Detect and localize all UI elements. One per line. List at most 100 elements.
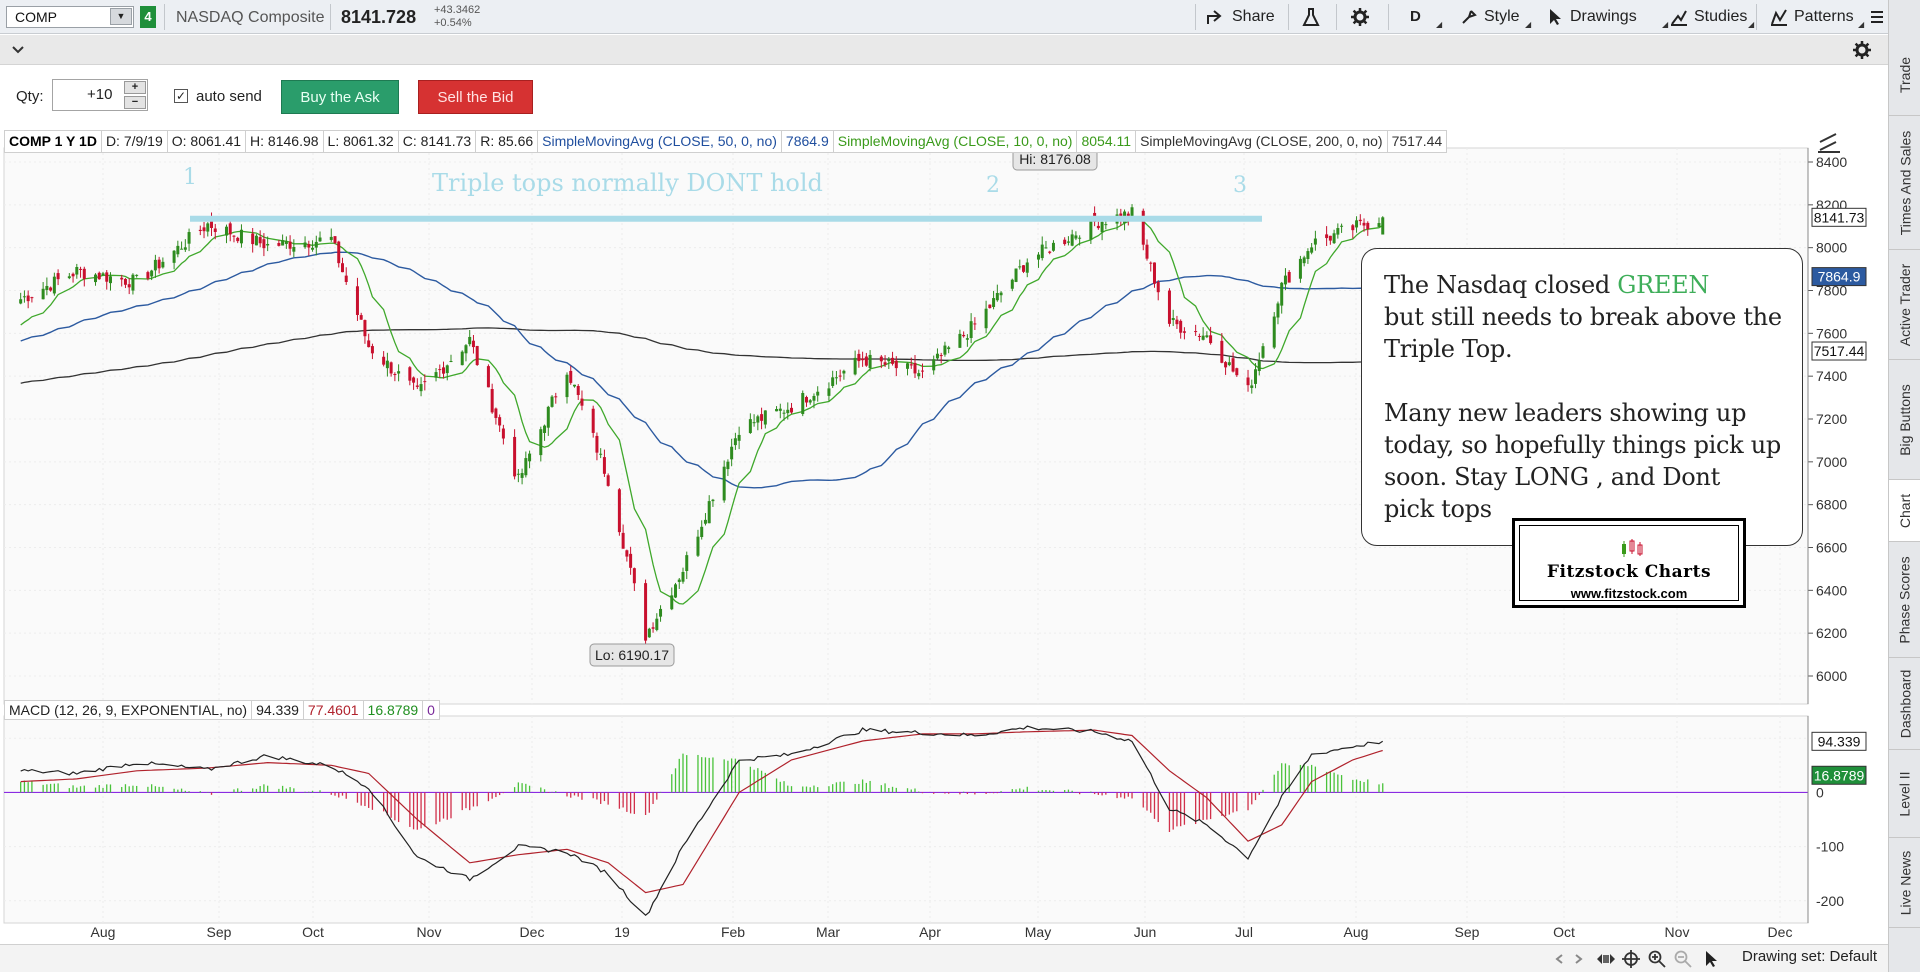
candle[interactable] xyxy=(513,429,517,480)
candle[interactable] xyxy=(30,296,34,303)
pointer-icon[interactable] xyxy=(1704,950,1720,968)
candle[interactable] xyxy=(595,432,599,461)
candle[interactable] xyxy=(670,587,674,611)
candle[interactable] xyxy=(625,549,629,562)
tab-trade[interactable]: Trade xyxy=(1889,34,1920,116)
candle[interactable] xyxy=(756,414,760,431)
candle[interactable] xyxy=(389,361,393,377)
candle[interactable] xyxy=(995,284,999,302)
candle[interactable] xyxy=(939,352,943,364)
candle[interactable] xyxy=(213,223,217,240)
price-legend-item[interactable]: SimpleMovingAvg (CLOSE, 10, 0, no) xyxy=(832,130,1078,153)
candle[interactable] xyxy=(318,231,322,242)
candle[interactable] xyxy=(1209,326,1213,345)
price-legend-item[interactable]: D: 7/9/19 xyxy=(100,130,168,153)
scroll-left-icon[interactable] xyxy=(1555,954,1563,964)
candle[interactable] xyxy=(763,410,767,429)
candle[interactable] xyxy=(696,529,700,558)
scroll-right-icon[interactable] xyxy=(1575,954,1583,964)
candle[interactable] xyxy=(920,363,924,379)
candle[interactable] xyxy=(1355,216,1359,233)
candle[interactable] xyxy=(917,369,921,380)
candle[interactable] xyxy=(958,329,962,348)
candle[interactable] xyxy=(434,368,438,382)
price-legend-item[interactable]: L: 8061.32 xyxy=(322,130,399,153)
drawings-button[interactable]: Drawings xyxy=(1548,4,1637,30)
price-legend-item[interactable]: COMP 1 Y 1D xyxy=(4,130,102,153)
candle[interactable] xyxy=(1048,250,1052,255)
candle[interactable] xyxy=(41,282,45,300)
candle[interactable] xyxy=(775,406,779,412)
candle[interactable] xyxy=(464,344,468,362)
price-legend-item[interactable]: O: 8061.41 xyxy=(166,130,247,153)
candle[interactable] xyxy=(486,364,490,388)
candle[interactable] xyxy=(232,235,236,243)
price-legend-item[interactable]: H: 8146.98 xyxy=(245,130,324,153)
candle[interactable] xyxy=(438,364,442,378)
candle[interactable] xyxy=(700,520,704,540)
candle[interactable] xyxy=(891,351,895,366)
candle[interactable] xyxy=(153,254,157,278)
candle[interactable] xyxy=(329,228,333,242)
candle[interactable] xyxy=(262,233,266,257)
candle[interactable] xyxy=(1018,259,1022,270)
candle[interactable] xyxy=(385,352,389,377)
candle[interactable] xyxy=(49,286,53,292)
candle[interactable] xyxy=(1332,229,1336,245)
candle[interactable] xyxy=(423,374,427,391)
candle[interactable] xyxy=(412,376,416,390)
candle[interactable] xyxy=(932,355,936,375)
candle[interactable] xyxy=(1171,309,1175,327)
candle[interactable] xyxy=(1063,237,1067,246)
candle[interactable] xyxy=(883,355,887,368)
candle[interactable] xyxy=(1078,235,1082,246)
candle[interactable] xyxy=(468,329,472,347)
candle[interactable] xyxy=(606,473,610,487)
candle[interactable] xyxy=(172,250,176,270)
candle[interactable] xyxy=(1227,356,1231,367)
candle[interactable] xyxy=(1272,312,1276,350)
tab-live-news[interactable]: Live News xyxy=(1889,838,1920,928)
candle[interactable] xyxy=(228,219,232,242)
candle[interactable] xyxy=(1381,216,1385,235)
chevron-down-icon[interactable] xyxy=(12,46,24,54)
candle[interactable] xyxy=(1205,331,1209,339)
candle[interactable] xyxy=(1276,301,1280,325)
candle[interactable] xyxy=(1298,255,1302,283)
candle[interactable] xyxy=(1351,223,1355,239)
candle[interactable] xyxy=(726,459,730,476)
candle[interactable] xyxy=(632,567,636,592)
price-legend-item[interactable]: SimpleMovingAvg (CLOSE, 200, 0, no) xyxy=(1135,130,1388,153)
candle[interactable] xyxy=(1377,217,1381,228)
candle[interactable] xyxy=(176,240,180,258)
candle[interactable] xyxy=(1100,219,1104,241)
aggregation-button[interactable]: D xyxy=(1410,8,1421,25)
candle[interactable] xyxy=(1070,229,1074,247)
candle[interactable] xyxy=(101,271,105,277)
candle[interactable] xyxy=(1325,226,1329,246)
candle[interactable] xyxy=(816,386,820,402)
candle[interactable] xyxy=(393,372,397,382)
candle[interactable] xyxy=(281,234,285,246)
candle[interactable] xyxy=(1366,221,1370,236)
candle[interactable] xyxy=(674,582,678,599)
candle[interactable] xyxy=(651,622,655,633)
candle[interactable] xyxy=(363,319,367,344)
candle[interactable] xyxy=(1022,265,1026,274)
candle[interactable] xyxy=(629,546,633,575)
qty-increment-button[interactable]: + xyxy=(124,81,146,94)
candle[interactable] xyxy=(572,384,576,388)
candle[interactable] xyxy=(1280,281,1284,314)
candle[interactable] xyxy=(1257,352,1261,376)
candle[interactable] xyxy=(415,378,419,390)
candle[interactable] xyxy=(520,468,524,485)
candle[interactable] xyxy=(1250,379,1254,394)
candle[interactable] xyxy=(1220,333,1224,364)
candle[interactable] xyxy=(943,341,947,357)
candle[interactable] xyxy=(56,269,60,286)
candle[interactable] xyxy=(516,469,520,483)
candle[interactable] xyxy=(733,432,737,450)
candle[interactable] xyxy=(539,426,543,462)
candle[interactable] xyxy=(685,551,689,580)
candle[interactable] xyxy=(935,348,939,360)
